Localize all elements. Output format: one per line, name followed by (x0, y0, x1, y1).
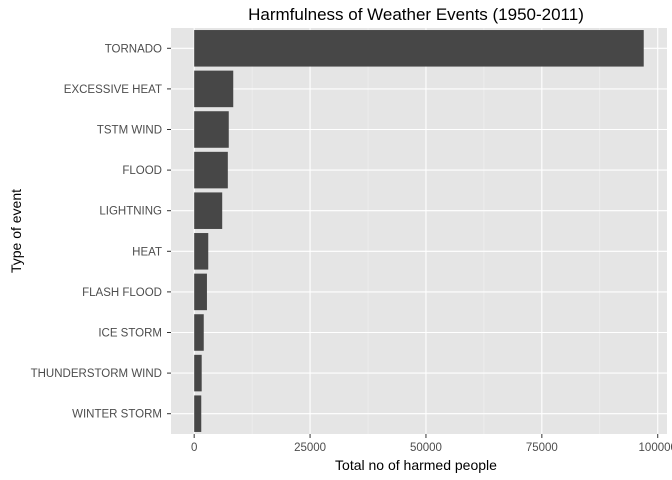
bar-thunderstorm-wind (194, 354, 202, 392)
y-axis-title: Type of event (8, 189, 24, 273)
y-tick-label: WINTER STORM (72, 409, 162, 421)
x-tick-label: 100000 (639, 442, 672, 454)
bar-flood (194, 151, 228, 189)
plot-panel (171, 28, 667, 434)
x-tick-label: 25000 (294, 442, 326, 454)
bar-ice-storm (194, 314, 204, 351)
y-tick-label: ICE STORM (98, 328, 162, 340)
bars (194, 30, 644, 432)
y-tick-label: LIGHTNING (99, 206, 162, 218)
bar-tornado (194, 30, 644, 67)
y-tick-label: TORNADO (105, 43, 162, 55)
x-axis: 0 25000 50000 75000 100000 (191, 434, 672, 454)
minor-gridlines (251, 28, 601, 434)
chart-title: Harmfulness of Weather Events (1950-2011… (248, 5, 584, 24)
bar-heat (194, 233, 209, 270)
x-tick-label: 50000 (410, 442, 442, 454)
y-axis: TORNADO EXCESSIVE HEAT TSTM WIND FLOOD LIGHT… (31, 43, 171, 421)
bar-winter-storm (194, 395, 202, 432)
y-tick-label: FLASH FLOOD (82, 287, 162, 299)
bar-flash-flood (194, 273, 207, 311)
y-tick-label: HEAT (132, 246, 162, 258)
bar-lightning (194, 192, 223, 229)
bar-excessive-heat (194, 70, 234, 108)
x-tick-label: 75000 (526, 442, 558, 454)
x-axis-title: Total no of harmed people (335, 457, 497, 473)
y-tick-label: EXCESSIVE HEAT (64, 84, 162, 96)
y-tick-label: THUNDERSTORM WIND (31, 368, 162, 380)
y-tick-label: TSTM WIND (97, 125, 162, 137)
x-tick-label: 0 (191, 442, 197, 454)
bar-tstm-wind (194, 111, 229, 148)
y-tick-label: FLOOD (122, 165, 162, 177)
